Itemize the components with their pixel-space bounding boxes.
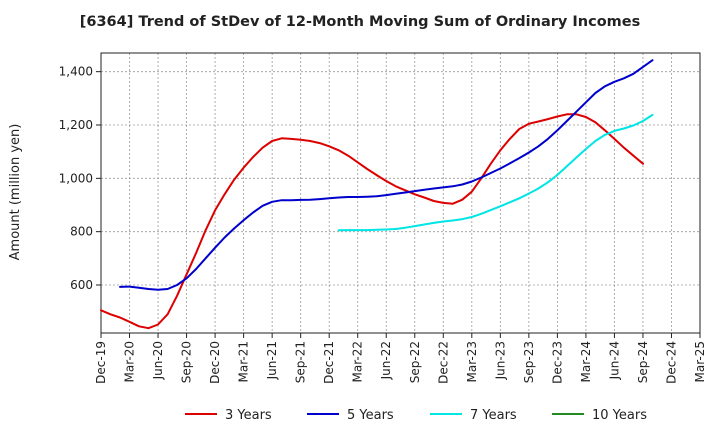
x-tick-label: Mar-24 bbox=[579, 341, 593, 382]
x-tick-label: Jun-24 bbox=[607, 341, 621, 380]
y-axis-title: Amount (million yen) bbox=[8, 124, 23, 261]
x-tick-label: Jun-21 bbox=[265, 341, 279, 380]
x-tick-label: Dec-20 bbox=[208, 341, 222, 384]
y-tick-label: 1,400 bbox=[59, 65, 93, 79]
grid bbox=[100, 53, 701, 333]
x-tick-label: Mar-20 bbox=[123, 341, 137, 382]
x-tick-label: Dec-24 bbox=[664, 341, 678, 384]
x-tick-label: Mar-21 bbox=[237, 341, 251, 382]
chart-title: [6364] Trend of StDev of 12-Month Moving… bbox=[79, 14, 641, 30]
series-lines bbox=[100, 59, 654, 330]
x-tick-label: Jun-22 bbox=[379, 341, 393, 380]
x-tick-label: Sep-21 bbox=[294, 341, 308, 383]
x-tick-label: Sep-22 bbox=[408, 341, 422, 383]
series-line-5-years bbox=[119, 59, 654, 291]
x-tick-label: Dec-22 bbox=[436, 341, 450, 384]
legend-label-10-years: 10 Years bbox=[592, 408, 647, 423]
x-tick-label: Jun-23 bbox=[493, 341, 507, 380]
plot-frame bbox=[100, 52, 701, 334]
x-tick-label: Dec-19 bbox=[94, 341, 108, 384]
x-tick-label: Mar-25 bbox=[693, 341, 707, 382]
y-tick-label: 600 bbox=[70, 278, 93, 292]
legend-label-5-years: 5 Years bbox=[347, 408, 394, 423]
x-tick-label: Dec-21 bbox=[322, 341, 336, 384]
y-tick-label: 1,000 bbox=[59, 171, 93, 185]
legend-label-7-years: 7 Years bbox=[470, 408, 517, 423]
y-tick-label: 800 bbox=[70, 225, 93, 239]
legend: 3 Years 5 Years 7 Years 10 Years bbox=[185, 408, 647, 423]
series-line-3-years bbox=[100, 113, 644, 330]
x-tick-label: Jun-20 bbox=[151, 341, 165, 380]
series-line-7-years bbox=[337, 113, 654, 232]
x-tick-label: Dec-23 bbox=[550, 341, 564, 384]
x-tick-label: Mar-22 bbox=[351, 341, 365, 382]
x-tick-label: Sep-24 bbox=[636, 341, 650, 383]
y-tick-label: 1,200 bbox=[59, 118, 93, 132]
axes: 600 800 1,000 1,200 1,400 Dec-19 Mar-20 Jun-20 S… bbox=[59, 52, 707, 384]
x-tick-label: Sep-20 bbox=[180, 341, 194, 383]
x-tick-label: Mar-23 bbox=[465, 341, 479, 382]
legend-label-3-years: 3 Years bbox=[225, 408, 272, 423]
x-tick-label: Sep-23 bbox=[522, 341, 536, 383]
